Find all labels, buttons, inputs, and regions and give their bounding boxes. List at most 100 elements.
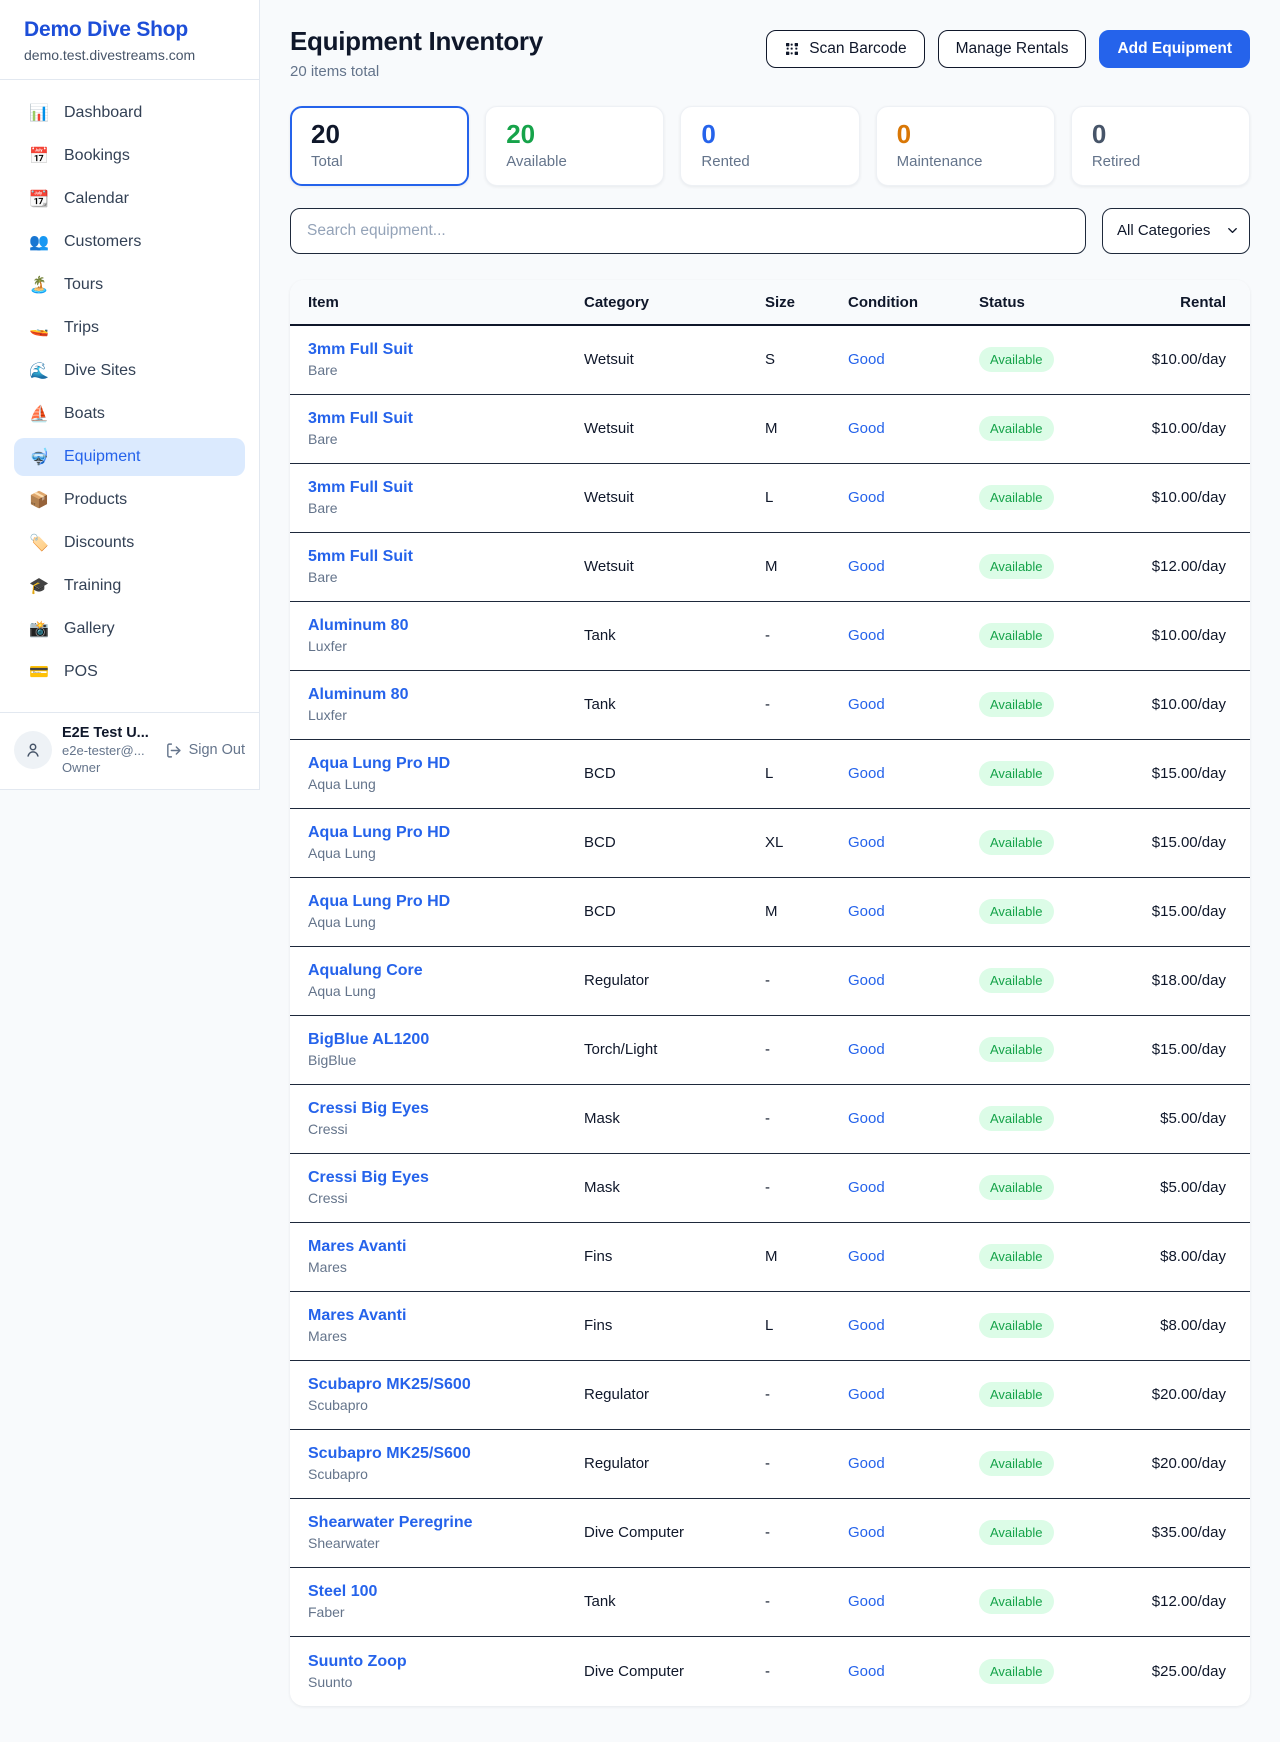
add-equipment-button[interactable]: Add Equipment xyxy=(1099,30,1250,68)
sign-out-label: Sign Out xyxy=(188,742,245,758)
sidebar-item-tours[interactable]: 🏝️ Tours xyxy=(14,266,245,304)
sidebar-item-calendar[interactable]: 📆 Calendar xyxy=(14,180,245,218)
condition-link[interactable]: Good xyxy=(848,834,885,852)
main-content: Equipment Inventory 20 items total Scan … xyxy=(260,0,1280,1742)
sidebar-item-label: Dashboard xyxy=(64,104,143,121)
table-row[interactable]: Mares Avanti Mares Fins L Good Available… xyxy=(290,1291,1250,1361)
sidebar-item-dive-sites[interactable]: 🌊 Dive Sites xyxy=(14,352,245,390)
item-name-link[interactable]: Aqua Lung Pro HD xyxy=(308,893,451,911)
table-row[interactable]: 5mm Full Suit Bare Wetsuit M Good Availa… xyxy=(290,532,1250,602)
condition-link[interactable]: Good xyxy=(848,627,885,645)
condition-link[interactable]: Good xyxy=(848,1317,885,1335)
condition-link[interactable]: Good xyxy=(848,489,885,507)
category-select[interactable]: All Categories xyxy=(1102,207,1250,254)
sidebar-item-customers[interactable]: 👥 Customers xyxy=(14,223,245,261)
stat-label: Retired xyxy=(1091,152,1141,170)
condition-link[interactable]: Good xyxy=(848,351,885,369)
table-row[interactable]: Aqua Lung Pro HD Aqua Lung BCD L Good Av… xyxy=(290,739,1250,809)
sidebar-item-equipment[interactable]: 🤿 Equipment xyxy=(14,438,245,476)
condition-link[interactable]: Good xyxy=(848,765,885,783)
table-row[interactable]: Shearwater Peregrine Shearwater Dive Com… xyxy=(290,1498,1250,1568)
brand-name[interactable]: Demo Dive Shop xyxy=(24,18,189,41)
table-row[interactable]: Suunto Zoop Suunto Dive Computer - Good … xyxy=(290,1636,1250,1706)
sidebar-item-bookings[interactable]: 📅 Bookings xyxy=(14,137,245,175)
status-badge: Available xyxy=(979,1106,1054,1132)
table-row[interactable]: BigBlue AL1200 BigBlue Torch/Light - Goo… xyxy=(290,1015,1250,1085)
table-row[interactable]: 3mm Full Suit Bare Wetsuit S Good Availa… xyxy=(290,325,1250,395)
stat-card-available[interactable]: 20 Available xyxy=(485,106,665,186)
item-brand: Shearwater xyxy=(308,1535,380,1552)
item-name-link[interactable]: 3mm Full Suit xyxy=(308,410,413,428)
scan-barcode-button[interactable]: Scan Barcode xyxy=(766,30,925,68)
condition-link[interactable]: Good xyxy=(848,1386,885,1404)
size-cell: M xyxy=(765,558,778,576)
sidebar-item-label: Tours xyxy=(64,276,104,293)
status-cell: Available xyxy=(979,830,1139,856)
table-row[interactable]: Cressi Big Eyes Cressi Mask - Good Avail… xyxy=(290,1084,1250,1154)
condition-link[interactable]: Good xyxy=(848,972,885,990)
table-row[interactable]: 3mm Full Suit Bare Wetsuit M Good Availa… xyxy=(290,394,1250,464)
condition-link[interactable]: Good xyxy=(848,420,885,438)
stat-card-rented[interactable]: 0 Rented xyxy=(680,106,860,186)
item-name-link[interactable]: Scubapro MK25/S600 xyxy=(308,1376,471,1394)
item-name-link[interactable]: 3mm Full Suit xyxy=(308,479,413,497)
item-name-link[interactable]: Aqua Lung Pro HD xyxy=(308,824,451,842)
item-name-link[interactable]: Suunto Zoop xyxy=(308,1652,407,1670)
table-row[interactable]: Steel 100 Faber Tank - Good Available $1… xyxy=(290,1567,1250,1637)
table-row[interactable]: Scubapro MK25/S600 Scubapro Regulator - … xyxy=(290,1360,1250,1430)
sidebar-item-pos[interactable]: 💳 POS xyxy=(14,653,245,691)
sidebar-item-gallery[interactable]: 📸 Gallery xyxy=(14,610,245,648)
item-name-link[interactable]: Cressi Big Eyes xyxy=(308,1169,429,1187)
sidebar-item-training[interactable]: 🎓 Training xyxy=(14,567,245,605)
manage-rentals-button[interactable]: Manage Rentals xyxy=(937,30,1087,68)
table-row[interactable]: Mares Avanti Mares Fins M Good Available… xyxy=(290,1222,1250,1292)
condition-link[interactable]: Good xyxy=(848,696,885,714)
items-total: 20 items total xyxy=(290,63,380,80)
brand-block[interactable]: Demo Dive Shop demo.test.divestreams.com xyxy=(0,0,259,79)
table-row[interactable]: Aluminum 80 Luxfer Tank - Good Available… xyxy=(290,601,1250,671)
table-row[interactable]: Aqua Lung Pro HD Aqua Lung BCD M Good Av… xyxy=(290,877,1250,947)
item-name-link[interactable]: Cressi Big Eyes xyxy=(308,1100,429,1118)
item-name-link[interactable]: Aqua Lung Pro HD xyxy=(308,755,451,773)
table-row[interactable]: Cressi Big Eyes Cressi Mask - Good Avail… xyxy=(290,1153,1250,1223)
condition-link[interactable]: Good xyxy=(848,1455,885,1473)
sidebar-item-discounts[interactable]: 🏷️ Discounts xyxy=(14,524,245,562)
item-name-link[interactable]: BigBlue AL1200 xyxy=(308,1031,430,1049)
item-name-link[interactable]: Aqualung Core xyxy=(308,962,423,980)
sidebar-item-boats[interactable]: ⛵ Boats xyxy=(14,395,245,433)
sidebar-item-dashboard[interactable]: 📊 Dashboard xyxy=(14,94,245,132)
stat-card-maintenance[interactable]: 0 Maintenance xyxy=(875,106,1055,186)
item-name-link[interactable]: Aluminum 80 xyxy=(308,617,409,635)
table-row[interactable]: 3mm Full Suit Bare Wetsuit L Good Availa… xyxy=(290,463,1250,533)
stat-card-total[interactable]: 20 Total xyxy=(290,106,470,186)
item-name-link[interactable]: Scubapro MK25/S600 xyxy=(308,1445,471,1463)
item-name-link[interactable]: 3mm Full Suit xyxy=(308,341,413,359)
item-name-link[interactable]: Mares Avanti xyxy=(308,1307,407,1325)
item-name-link[interactable]: 5mm Full Suit xyxy=(308,548,413,566)
island-icon: 🏝️ xyxy=(29,277,49,294)
table-row[interactable]: Aqualung Core Aqua Lung Regulator - Good… xyxy=(290,946,1250,1016)
search-input[interactable] xyxy=(290,207,1086,254)
condition-link[interactable]: Good xyxy=(848,903,885,921)
item-name-link[interactable]: Steel 100 xyxy=(308,1583,378,1601)
item-name-link[interactable]: Shearwater Peregrine xyxy=(308,1514,473,1532)
item-name-link[interactable]: Aluminum 80 xyxy=(308,686,409,704)
sidebar-item-products[interactable]: 📦 Products xyxy=(14,481,245,519)
condition-link[interactable]: Good xyxy=(848,1110,885,1128)
size-cell: - xyxy=(765,696,770,714)
condition-link[interactable]: Good xyxy=(848,558,885,576)
condition-link[interactable]: Good xyxy=(848,1662,885,1680)
condition-link[interactable]: Good xyxy=(848,1248,885,1266)
sidebar-item-trips[interactable]: 🚤 Trips xyxy=(14,309,245,347)
item-name-link[interactable]: Mares Avanti xyxy=(308,1238,407,1256)
stat-card-retired[interactable]: 0 Retired xyxy=(1070,106,1251,186)
table-row[interactable]: Aqua Lung Pro HD Aqua Lung BCD XL Good A… xyxy=(290,808,1250,878)
table-row[interactable]: Scubapro MK25/S600 Scubapro Regulator - … xyxy=(290,1429,1250,1499)
category-cell: Wetsuit xyxy=(584,558,634,576)
condition-link[interactable]: Good xyxy=(848,1041,885,1059)
condition-link[interactable]: Good xyxy=(848,1179,885,1197)
sign-out-button[interactable]: Sign Out xyxy=(165,742,245,759)
table-row[interactable]: Aluminum 80 Luxfer Tank - Good Available… xyxy=(290,670,1250,740)
condition-link[interactable]: Good xyxy=(848,1524,885,1542)
condition-link[interactable]: Good xyxy=(848,1593,885,1611)
